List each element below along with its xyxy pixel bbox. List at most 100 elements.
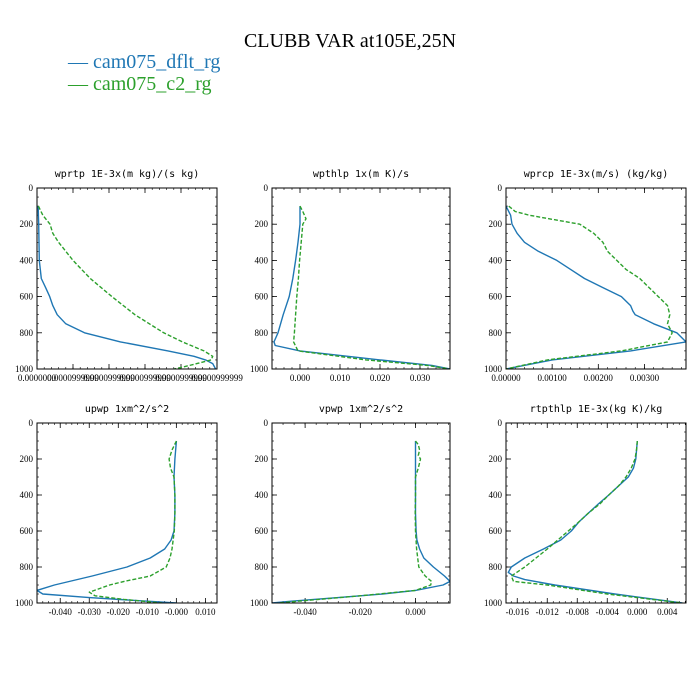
plot-frame-wprtp	[36, 187, 218, 370]
y-tick-label-rtpthlp: 400	[489, 490, 503, 500]
y-tick-label-upwp: 600	[20, 526, 34, 536]
legend-line-dflt: —	[68, 51, 93, 73]
y-tick-label-vpwp: 200	[255, 454, 269, 464]
plot-frame-wpthlp	[271, 187, 451, 370]
x-tick-label-wprtp: 0.0000000	[18, 373, 57, 383]
x-tick-label-upwp: -0.010	[136, 607, 160, 617]
y-tick-label-upwp: 400	[20, 490, 34, 500]
y-tick-label-wprcp: 1000	[484, 364, 503, 374]
panel-title-rtpthlp: rtpthlp 1E-3x(kg K)/kg	[530, 404, 662, 415]
series-group-wpthlp	[273, 205, 450, 369]
y-tick-label-wpthlp: 1000	[250, 364, 269, 374]
plot-frame-rtpthlp	[505, 422, 687, 604]
legend-label-dflt: cam075_dflt_rg	[93, 51, 221, 73]
series-group-wprtp	[37, 205, 217, 369]
x-tick-label-rtpthlp: -0.012	[536, 607, 559, 617]
x-tick-label-rtpthlp: -0.004	[596, 607, 620, 617]
x-tick-label-vpwp: -0.020	[349, 607, 373, 617]
x-tick-label-rtpthlp: 0.004	[657, 607, 678, 617]
series-line-c2-wpthlp	[292, 205, 450, 369]
legend-entry-c2: — cam075_c2_rg	[68, 73, 212, 95]
y-tick-label-vpwp: 400	[255, 490, 269, 500]
x-tick-label-wpthlp: 0.020	[370, 373, 391, 383]
series-line-dflt-rtpthlp	[507, 440, 683, 603]
x-tick-label-upwp: -0.040	[49, 607, 73, 617]
plot-frame-vpwp	[271, 422, 451, 604]
panel-wpthlp: wpthlp 1x(m K)/s 0.000 0.010 0.020 0.030 0 200…	[250, 169, 451, 383]
y-tick-label-wprtp: 200	[20, 219, 34, 229]
figure-title: CLUBB VAR at105E,25N	[243, 30, 457, 52]
y-tick-label-rtpthlp: 200	[489, 454, 503, 464]
x-tick-label-rtpthlp: 0.000	[627, 607, 648, 617]
y-tick-label-wprtp: 1000	[15, 364, 34, 374]
panel-title-wprcp: wprcp 1E-3x(m/s) (kg/kg)	[524, 169, 669, 180]
y-tick-label-wpthlp: 800	[255, 328, 269, 338]
y-tick-label-wprcp: 200	[489, 219, 503, 229]
series-line-c2-vpwp	[277, 440, 433, 603]
y-tick-label-vpwp: 600	[255, 526, 269, 536]
y-tick-label-vpwp: 800	[255, 562, 269, 572]
series-line-dflt-upwp	[37, 440, 178, 603]
series-group-rtpthlp	[507, 440, 683, 603]
legend-line-c2: —	[68, 73, 93, 95]
series-line-dflt-wpthlp	[273, 206, 450, 369]
y-tick-label-upwp: 800	[20, 562, 34, 572]
panel-vpwp: vpwp 1xm^2/s^2 -0.040 -0.020 0.000 0 200 400 60…	[250, 404, 451, 617]
panel-title-vpwp: vpwp 1xm^2/s^2	[319, 404, 403, 415]
x-tick-label-vpwp: 0.000	[405, 607, 426, 617]
panel-title-upwp: upwp 1xm^2/s^2	[85, 404, 169, 415]
series-group-vpwp	[272, 440, 450, 603]
x-tick-label-wprcp: 0.00200	[584, 373, 614, 383]
x-tick-label-rtpthlp: -0.016	[506, 607, 530, 617]
series-group-wprcp	[506, 205, 686, 369]
x-tick-label-wprcp: 0.00100	[538, 373, 568, 383]
plot-frame-wprcp	[505, 187, 687, 370]
panel-wprcp: wprcp 1E-3x(m/s) (kg/kg) 0.00000 0.00100 0.…	[484, 169, 687, 383]
x-tick-label-wpthlp: 0.010	[330, 373, 351, 383]
y-tick-label-wpthlp: 200	[255, 219, 269, 229]
panel-title-wpthlp: wpthlp 1x(m K)/s	[313, 169, 409, 180]
x-tick-label-wpthlp: 0.000	[290, 373, 311, 383]
x-tick-label-vpwp: -0.040	[293, 607, 317, 617]
y-tick-label-upwp: 1000	[15, 598, 34, 608]
x-tick-label-upwp: 0.010	[195, 607, 216, 617]
y-tick-label-wprcp: 400	[489, 255, 503, 265]
x-tick-label-wprtp: 0.0000999999	[191, 373, 243, 383]
x-tick-label-upwp: -0.020	[107, 607, 131, 617]
y-tick-label-wprtp: 0	[29, 183, 34, 193]
x-tick-label-rtpthlp: -0.008	[566, 607, 590, 617]
series-line-c2-wprtp	[37, 205, 214, 369]
y-tick-label-wprcp: 800	[489, 328, 503, 338]
series-line-dflt-wprcp	[506, 205, 686, 369]
y-tick-label-rtpthlp: 1000	[484, 598, 503, 608]
y-tick-label-rtpthlp: 0	[498, 418, 503, 428]
panel-wprtp: wprtp 1E-3x(m kg)/(s kg)0.00000000.00009…	[15, 169, 243, 383]
y-tick-label-rtpthlp: 800	[489, 562, 503, 572]
x-tick-label-wprtp: 0.0000999999	[47, 373, 99, 383]
y-tick-label-upwp: 0	[29, 418, 34, 428]
y-tick-label-wpthlp: 600	[255, 292, 269, 302]
x-tick-label-wprcp: 0.00300	[630, 373, 660, 383]
y-tick-label-vpwp: 0	[264, 418, 269, 428]
panel-rtpthlp: rtpthlp 1E-3x(kg K)/kg -0.016 -0.012 -0.008…	[484, 404, 687, 617]
y-tick-label-wprtp: 400	[20, 255, 34, 265]
x-tick-label-wpthlp: 0.030	[410, 373, 431, 383]
x-tick-label-wprcp: 0.00000	[491, 373, 521, 383]
panel-upwp: upwp 1xm^2/s^2 -0.040 -0.030 -0.020 -0.010 -0…	[15, 404, 218, 617]
y-tick-label-rtpthlp: 600	[489, 526, 503, 536]
y-tick-label-wprtp: 600	[20, 292, 34, 302]
series-group-upwp	[37, 440, 178, 603]
series-line-dflt-wprtp	[37, 206, 217, 369]
series-line-c2-upwp	[88, 440, 178, 603]
legend-label-c2: cam075_c2_rg	[93, 73, 212, 95]
x-tick-label-upwp: -0.030	[78, 607, 102, 617]
series-line-c2-rtpthlp	[510, 440, 683, 603]
x-tick-label-wprtp: 0.0000999999	[83, 373, 135, 383]
y-tick-label-wpthlp: 0	[264, 183, 269, 193]
legend-entry-dflt: — cam075_dflt_rg	[68, 51, 220, 73]
x-tick-label-wprtp: 0.0000999999	[155, 373, 207, 383]
series-line-c2-wprcp	[506, 205, 673, 369]
y-tick-label-vpwp: 1000	[250, 598, 269, 608]
